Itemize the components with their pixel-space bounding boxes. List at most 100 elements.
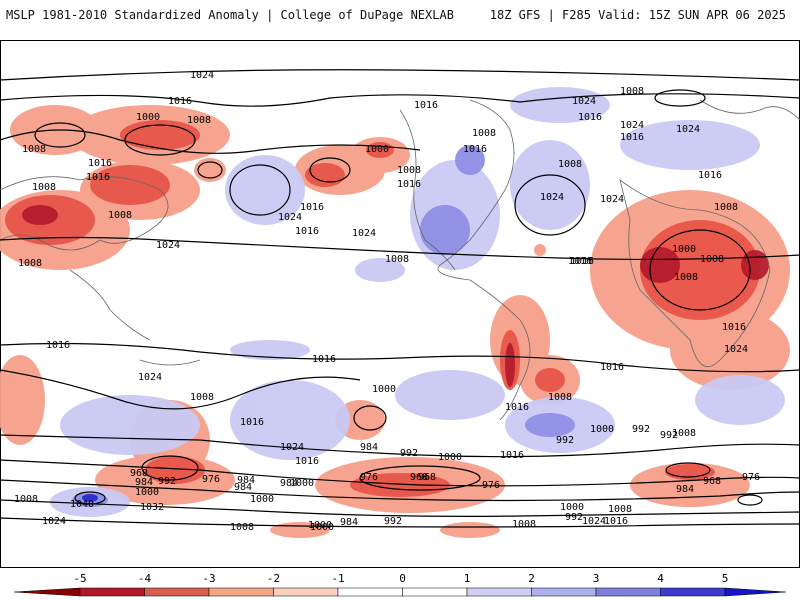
isobar-label: 1024 [572,96,596,107]
colorbar-tick: 5 [722,572,729,585]
isobar-label: 1016 [240,417,264,428]
isobar-label: 976 [202,474,220,485]
isobar-label: 1008 [14,494,38,505]
isobar-label: 984 [360,442,378,453]
isobar-label: 976 [360,472,378,483]
isobar-label: 1016 [505,402,529,413]
isobar-label: 984 [676,484,694,495]
isobar-label: 1016 [46,340,70,351]
map-title: MSLP 1981-2010 Standardized Anomaly | Co… [6,8,454,22]
isobar-label: 1008 [674,272,698,283]
isobar-label: 1000 [250,494,274,505]
isobar-label: 1000 [560,502,584,513]
colorbar: -5 -4 -3 -2 -1 0 1 2 3 4 5 [13,572,787,597]
isobar-label: 1000 [372,384,396,395]
isobar-label: 1008 [22,144,46,155]
isobar-label: 1008 [548,392,572,403]
isobar-label: 976 [742,472,760,483]
colorbar-tick-labels: -5 -4 -3 -2 -1 0 1 2 3 4 5 [73,572,728,585]
isobar-label: 1000 [136,112,160,123]
isobar-label: 1008 [558,159,582,170]
header: MSLP 1981-2010 Standardized Anomaly | Co… [0,0,800,32]
colorbar-tick: 4 [657,572,664,585]
isobar-label: 1000 [365,144,389,155]
isobar-label: 1000 [590,424,614,435]
isobar-label: 992 [565,512,583,523]
isobar-label: 984 [234,482,252,493]
colorbar-end-low [13,587,81,597]
isobar-label: 976 [482,480,500,491]
isobar-label: 1016 [88,158,112,169]
isobar-label: 1008 [472,128,496,139]
isobar-label: 1008 [32,182,56,193]
isobars [0,69,800,528]
isobar-label: 1016 [312,354,336,365]
colorbar-segment [466,587,532,597]
isobar-label: 984 [237,475,255,486]
isobar-label: 1016 [397,179,421,190]
isobar-label: 1008 [18,258,42,269]
isobar-label: 1024 [582,516,606,527]
model-run-info: 18Z GFS | F285 Valid: 15Z SUN APR 06 202… [489,8,786,22]
isobar-label: 1024 [280,442,304,453]
isobar-label: 1008 [714,202,738,213]
isobar-label: 1016 [463,144,487,155]
isobar-label: 1024 [620,120,644,131]
colorbar-tick: -1 [331,572,344,585]
colorbar-end-high [724,587,787,597]
isobar-label: 1008 [620,86,644,97]
isobar-label: 1024 [42,516,66,527]
isobar-label: 1016 [568,256,592,267]
isobar-label: 1024 [600,194,624,205]
isobar-label: 1016 [604,516,628,527]
colorbar-tick: 3 [593,572,600,585]
isobar-label: 1000 [290,478,314,489]
isobar-label: 1008 [512,519,536,530]
colorbar-segment [273,587,339,597]
isobar-label: 1016 [300,202,324,213]
colorbar-tick: 0 [399,572,406,585]
isobar-label: 968 [130,468,148,479]
isobar-label: 1016 [295,226,319,237]
colorbar-segment [402,587,468,597]
colorbar-tick: -3 [202,572,215,585]
colorbar-segment [144,587,210,597]
colorbar-tick: 1 [464,572,471,585]
isobar-label: 1008 [672,428,696,439]
colorbar-segment [531,587,597,597]
isobar-label: 1000 [308,520,332,531]
isobar-label: 1024 [156,240,180,251]
colorbar-segment [208,587,274,597]
isobar-label: 968 [410,472,428,483]
isobar-label: 1000 [135,487,159,498]
isobar-label: 1016 [414,100,438,111]
isobar-label: 992 [556,435,574,446]
isobar-label: 1000 [310,522,334,533]
isobar-label: 1008 [190,392,214,403]
isobar-label: 1008 [187,115,211,126]
isobar-label: 984 [135,477,153,488]
isobar-label: 1024 [190,70,214,81]
isobar-label: 1024 [724,344,748,355]
colorbar-tick: -2 [267,572,280,585]
isobar-label: 968 [703,476,721,487]
colorbar-segment [595,587,661,597]
isobar-label: 1024 [676,124,700,135]
isobar-label: 968 [418,472,436,483]
isobar-label: 992 [632,424,650,435]
colorbar-segment [660,587,726,597]
isobar-label: 1008 [397,165,421,176]
isobar-label: 1016 [295,456,319,467]
colorbar-segment [337,587,403,597]
isobar-label: 992 [400,448,418,459]
isobar-label: 1040 [70,499,94,510]
isobar-label: 984 [340,517,358,528]
colorbar-bar [13,587,787,597]
isobar-label: 992 [158,476,176,487]
isobar-label: 1008 [385,254,409,265]
isobar-label: 1024 [138,372,162,383]
isobar-label: 1016 [578,112,602,123]
isobar-label: 1008 [108,210,132,221]
